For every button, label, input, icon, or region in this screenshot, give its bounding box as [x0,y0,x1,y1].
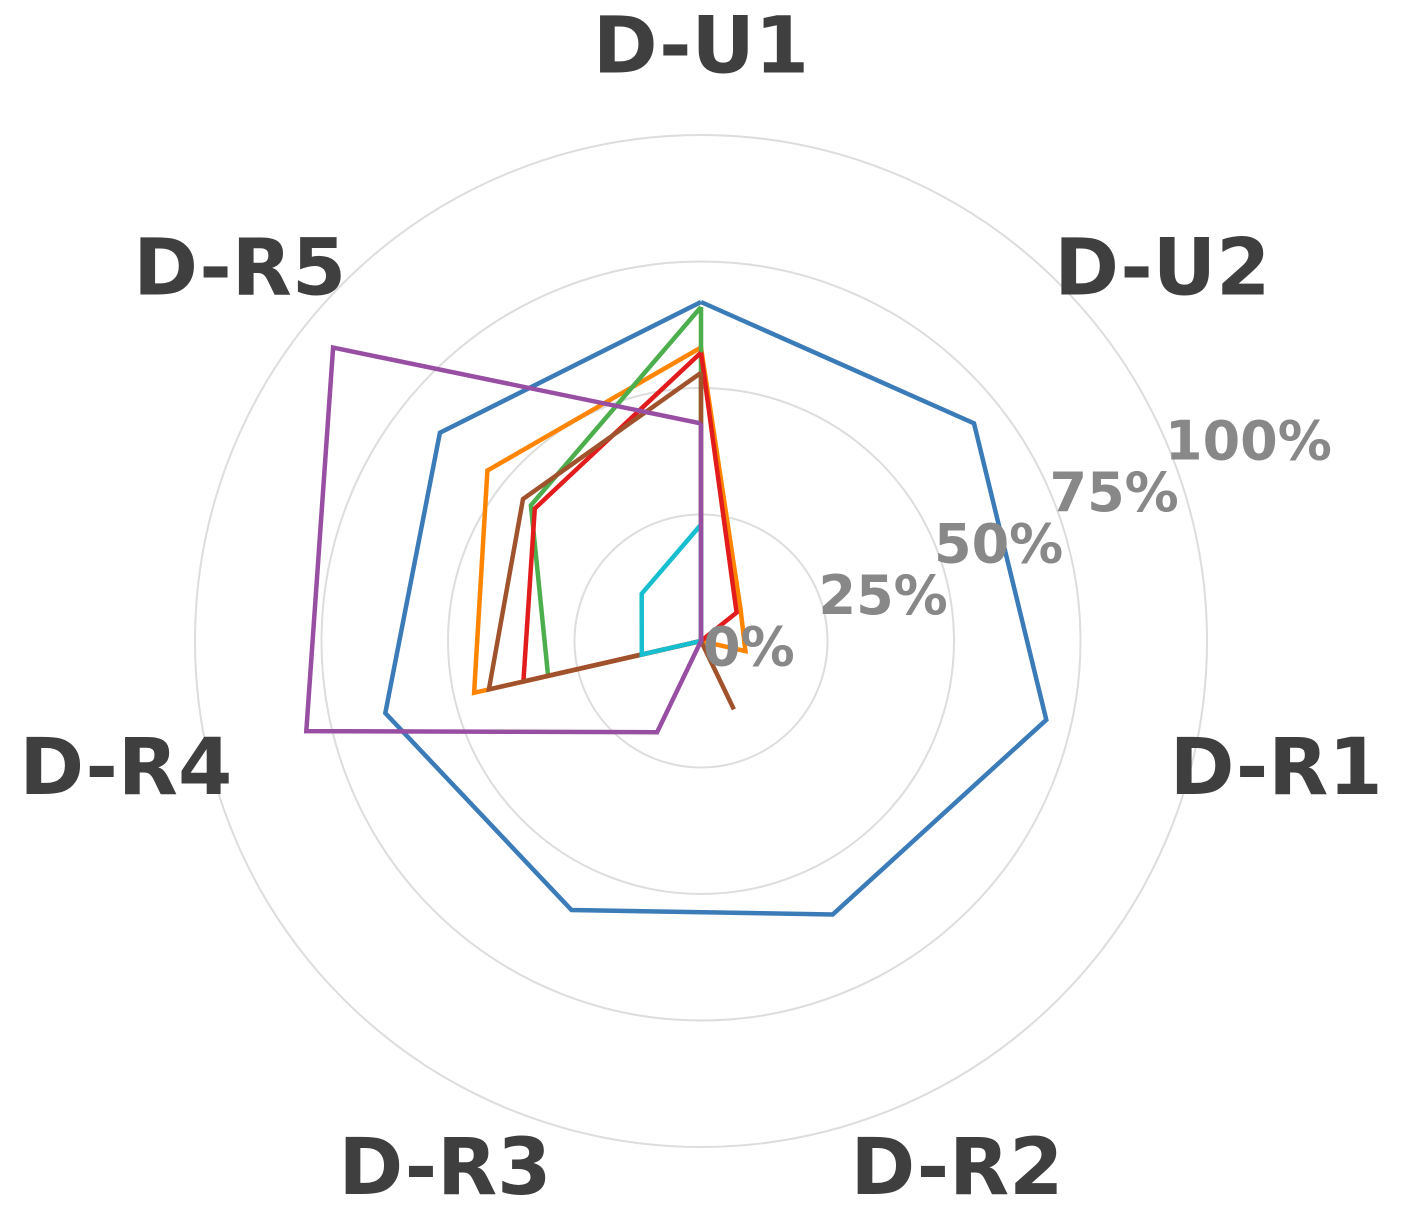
axis-label-d-r5: D-R5 [133,224,346,314]
tick-label-layer: 0% 25%50%75%100% [703,409,1332,678]
grid-ring-100 [194,134,1208,1148]
r-tick-label: 75% [1050,461,1179,524]
series-line-7 [303,344,704,735]
grid-ring-75 [320,260,1082,1022]
axis-label-d-u2: D-U2 [1054,224,1270,314]
axis-label-d-u1: D-U1 [593,1,809,91]
axis-label-layer: D-U1 D-U2 D-R1 D-R2 D-R3 D-R4 D-R5 [19,1,1382,1213]
axis-label-d-r2: D-R2 [851,1123,1064,1213]
r-tick-label: 25% [819,564,948,627]
r-tick-label: 50% [934,512,1063,575]
series-layer [303,299,1049,917]
axis-label-d-r1: D-R1 [1170,723,1383,813]
axis-label-d-r4: D-R4 [19,723,232,813]
r-tick-label: 0% [703,616,795,679]
axis-label-d-r3: D-R3 [339,1123,552,1213]
r-tick-label: 100% [1165,409,1332,472]
series-line-1 [382,299,1049,917]
series-line-6 [639,523,704,658]
